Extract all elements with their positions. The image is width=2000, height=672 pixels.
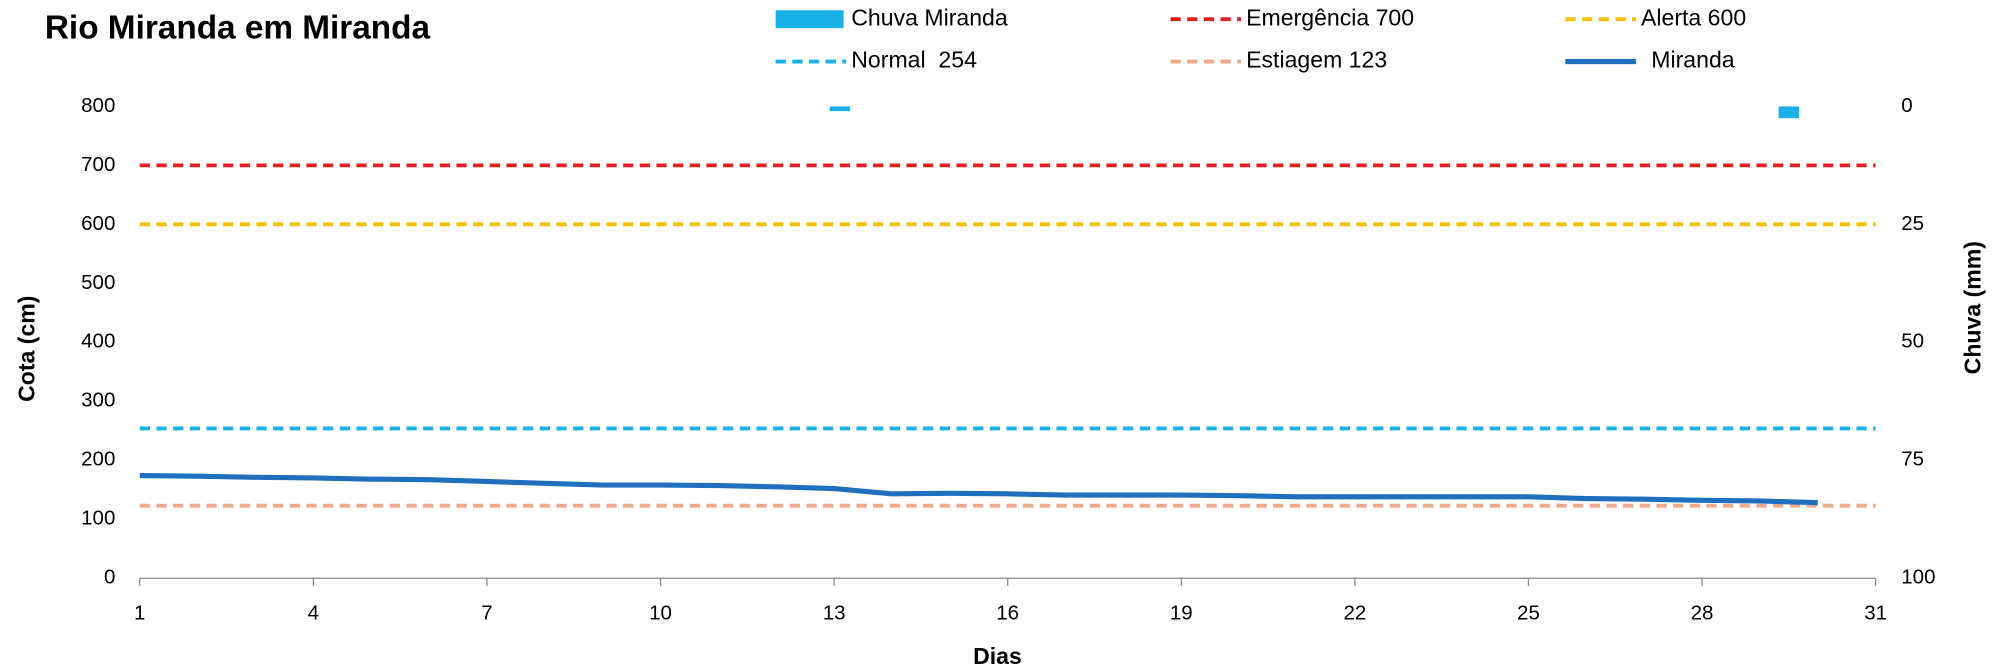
y2-tick-label: 25 (1901, 212, 1924, 235)
y-tick-label: 200 (81, 448, 115, 471)
x-tick-label: 22 (1343, 602, 1366, 625)
x-tick-label: 28 (1691, 602, 1714, 625)
y-tick-label: 300 (81, 389, 115, 412)
y-axis-label: Cota (cm) (13, 296, 39, 402)
legend-swatch (775, 10, 844, 29)
x-tick-label: 10 (649, 602, 672, 625)
x-tick-label: 13 (823, 602, 846, 625)
x-tick-label: 31 (1864, 602, 1887, 625)
y-tick-label: 600 (81, 212, 115, 235)
y-tick-label: 800 (81, 94, 115, 117)
x-tick-label: 16 (996, 602, 1019, 625)
y2-tick-label: 75 (1901, 448, 1924, 471)
rain-bar (829, 106, 851, 112)
x-tick-label: 19 (1170, 602, 1193, 625)
x-tick-label: 7 (481, 602, 492, 625)
series-line (139, 473, 1818, 506)
x-tick-label: 4 (308, 602, 319, 625)
x-tick-label: 1 (134, 602, 145, 625)
y-tick-label: 100 (81, 507, 115, 530)
legend-label: Chuva Miranda (851, 4, 1008, 30)
y2-tick-label: 50 (1901, 330, 1924, 353)
y-tick-label: 700 (81, 153, 115, 176)
legend-label: Estiagem 123 (1246, 47, 1387, 73)
chart-title: Rio Miranda em Miranda (45, 9, 431, 46)
rain-bar (1778, 106, 1800, 119)
legend-label: Emergência 700 (1246, 4, 1414, 30)
x-tick-label: 25 (1517, 602, 1540, 625)
y-tick-label: 0 (104, 566, 115, 589)
y-tick-label: 500 (81, 271, 115, 294)
y2-axis-label: Chuva (mm) (1959, 241, 1985, 374)
x-axis-label: Dias (973, 643, 1022, 669)
legend-label: Miranda (1651, 47, 1734, 73)
y-tick-label: 400 (81, 330, 115, 353)
y2-tick-label: 0 (1901, 94, 1912, 117)
legend-label: Normal 254 (851, 47, 977, 73)
y2-tick-label: 100 (1901, 566, 1935, 589)
legend-label: Alerta 600 (1641, 4, 1746, 30)
